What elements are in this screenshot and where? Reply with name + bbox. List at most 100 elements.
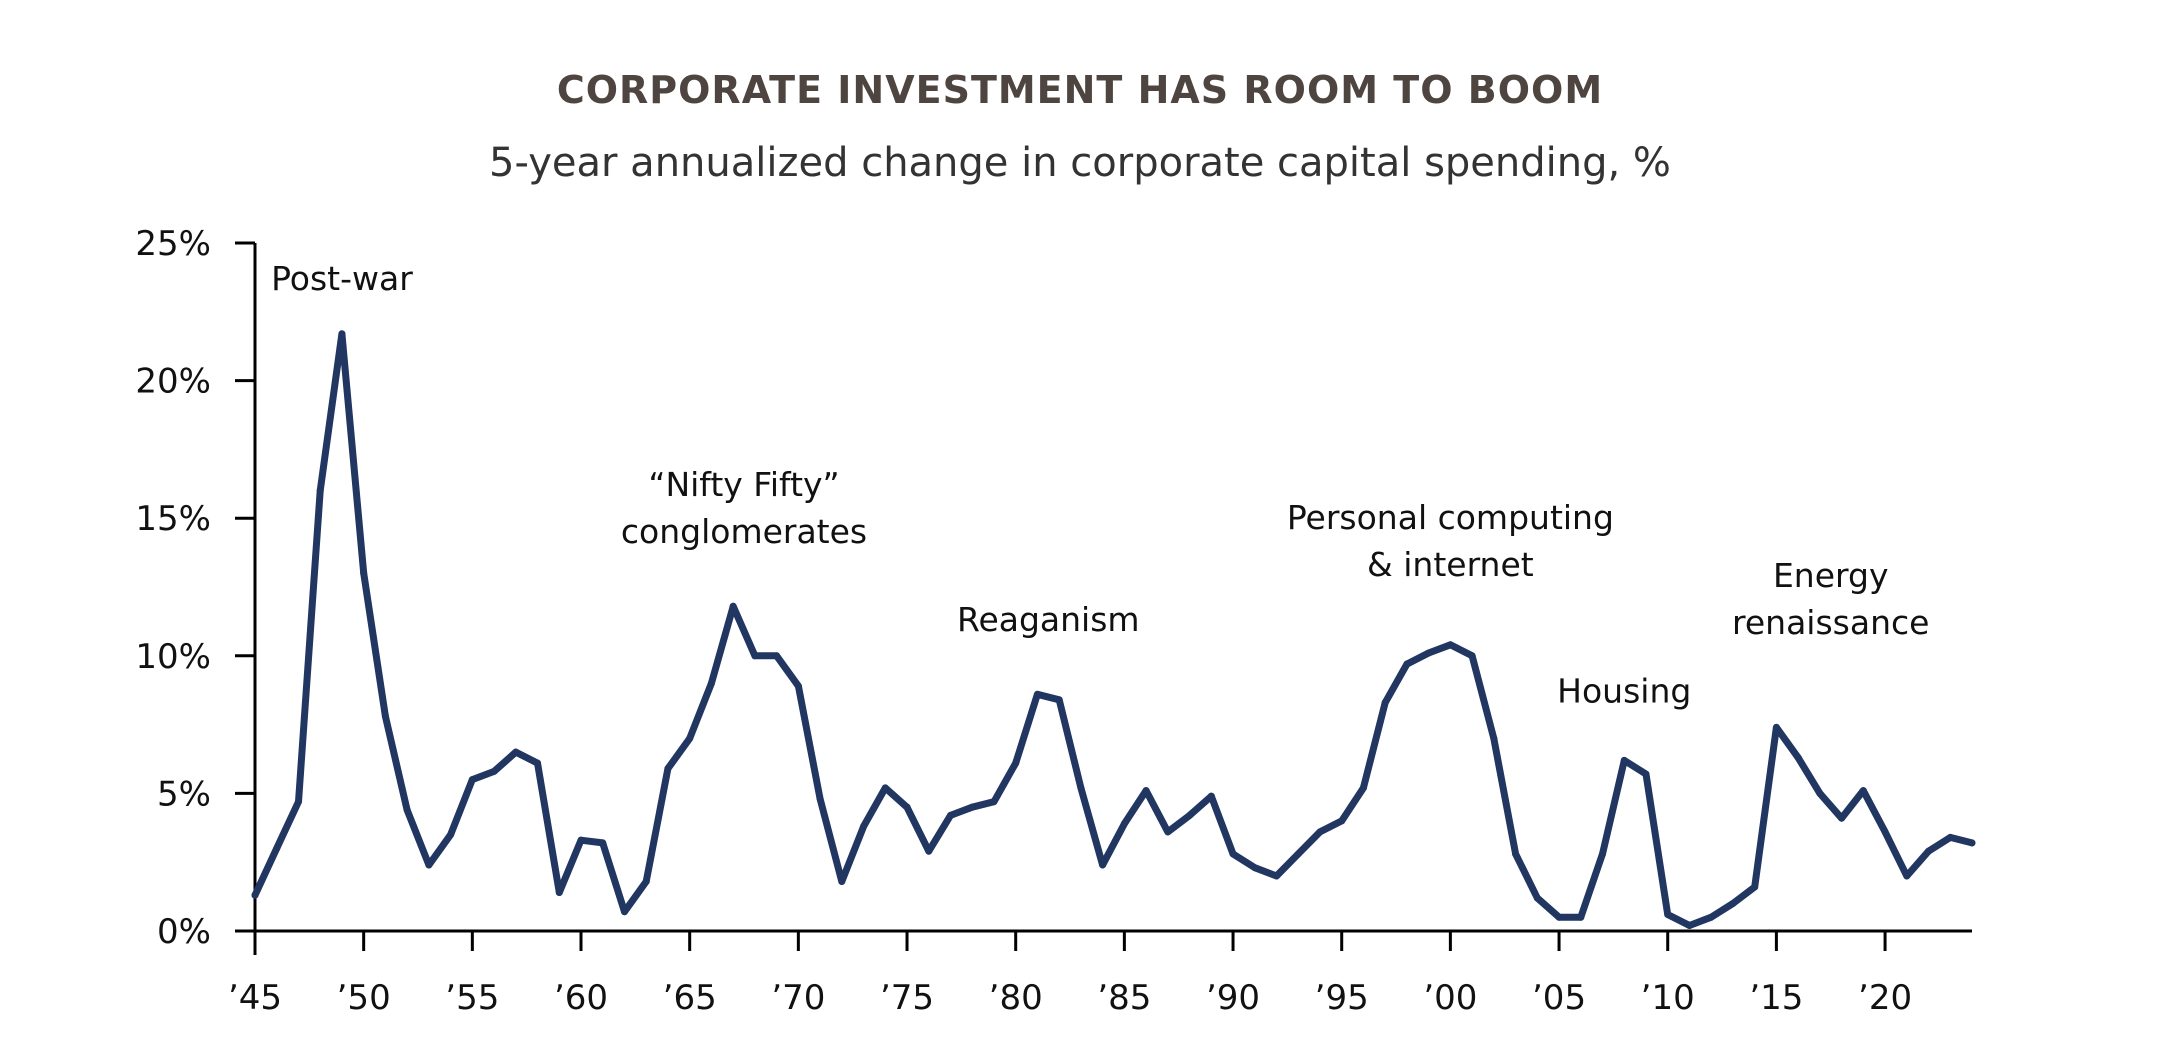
x-tick-label: ’75 [880,978,934,1018]
data-point [686,734,694,742]
data-point [1142,787,1150,795]
x-tick-label: ’85 [1097,978,1151,1018]
annotation-line: “Nifty Fifty” [648,465,839,504]
series-line [251,330,1976,929]
x-tick-label: ’70 [771,978,825,1018]
annotation-line: conglomerates [621,512,867,551]
data-point [1729,899,1737,907]
data-point [1012,759,1020,767]
data-point [1577,913,1585,921]
data-point [273,844,281,852]
chart-title: CORPORATE INVESTMENT HAS ROOM TO BOOM [556,68,1604,112]
data-point [1903,872,1911,880]
data-point [1186,811,1194,819]
data-point [1599,850,1607,858]
annotation-label: “Nifty Fifty” conglomerates [621,465,867,551]
series-layer [251,330,1976,929]
data-point [1468,652,1476,660]
axes [253,243,1972,955]
data-point [1338,817,1346,825]
data-point [1490,734,1498,742]
data-point [338,330,346,338]
data-point [294,798,302,806]
data-point [251,891,259,899]
x-tick-label: ’15 [1749,978,1803,1018]
data-point [968,803,976,811]
data-point [599,839,607,847]
data-point [468,776,476,784]
x-tick-label: ’60 [554,978,608,1018]
data-point [555,888,563,896]
data-point [1859,787,1867,795]
annotation-label: Energy renaissance [1732,556,1929,642]
data-point [1120,820,1128,828]
data-point [1946,833,1954,841]
data-point [1794,754,1802,762]
data-point [1316,828,1324,836]
data-point [946,811,954,819]
data-point [1642,770,1650,778]
data-point [664,765,672,773]
data-point [1968,839,1976,847]
data-point [1403,660,1411,668]
data-point [360,569,368,577]
data-point [1838,814,1846,822]
data-point [707,679,715,687]
annotations: Post-war “Nifty Fifty” conglomerates Reagan… [271,259,1929,711]
y-tick-label: 15% [135,499,211,539]
annotation-line: Personal computing [1287,498,1614,537]
data-point [1925,847,1933,855]
data-point [1251,864,1259,872]
data-point [773,652,781,660]
annotation-line: Reaganism [957,600,1140,639]
y-tick-label: 5% [157,774,211,814]
annotation-line: & internet [1367,545,1534,584]
data-point [1294,850,1302,858]
data-point [425,861,433,869]
data-point [794,682,802,690]
x-tick-label: ’95 [1315,978,1369,1018]
chart-subtitle: 5-year annualized change in corporate ca… [489,140,1671,186]
data-point [1207,792,1215,800]
data-point [1273,872,1281,880]
data-point [1381,699,1389,707]
x-tick-label: ’05 [1532,978,1586,1018]
x-tick-label: ’10 [1641,978,1695,1018]
x-tick-label: ’20 [1858,978,1912,1018]
data-point [860,822,868,830]
data-point [1033,690,1041,698]
data-point [1359,784,1367,792]
data-point [990,798,998,806]
data-point [577,836,585,844]
data-point [403,806,411,814]
data-point [1446,641,1454,649]
data-point [642,877,650,885]
data-point [1881,828,1889,836]
data-point [316,487,324,495]
x-tick-label: ’55 [445,978,499,1018]
data-point [1099,861,1107,869]
data-point [925,847,933,855]
annotation-label: Housing [1557,672,1691,711]
y-tick-label: 20% [135,362,211,402]
data-point [903,803,911,811]
data-point [1077,784,1085,792]
data-point [512,748,520,756]
annotation-label: Reaganism [957,600,1140,639]
x-tick-label: ’45 [228,978,282,1018]
data-point [1425,649,1433,657]
annotation-line: Post-war [271,259,413,298]
data-point [1055,696,1063,704]
annotation-line: renaissance [1732,603,1929,642]
x-tick-label: ’90 [1206,978,1260,1018]
data-point [620,908,628,916]
data-point [381,712,389,720]
x-tick-label: ’65 [663,978,717,1018]
data-point [534,759,542,767]
x-tick-label: ’80 [989,978,1043,1018]
data-point [838,877,846,885]
data-point [490,767,498,775]
annotation-label: Personal computing & internet [1287,498,1614,584]
y-tick-label: 25% [135,224,211,264]
